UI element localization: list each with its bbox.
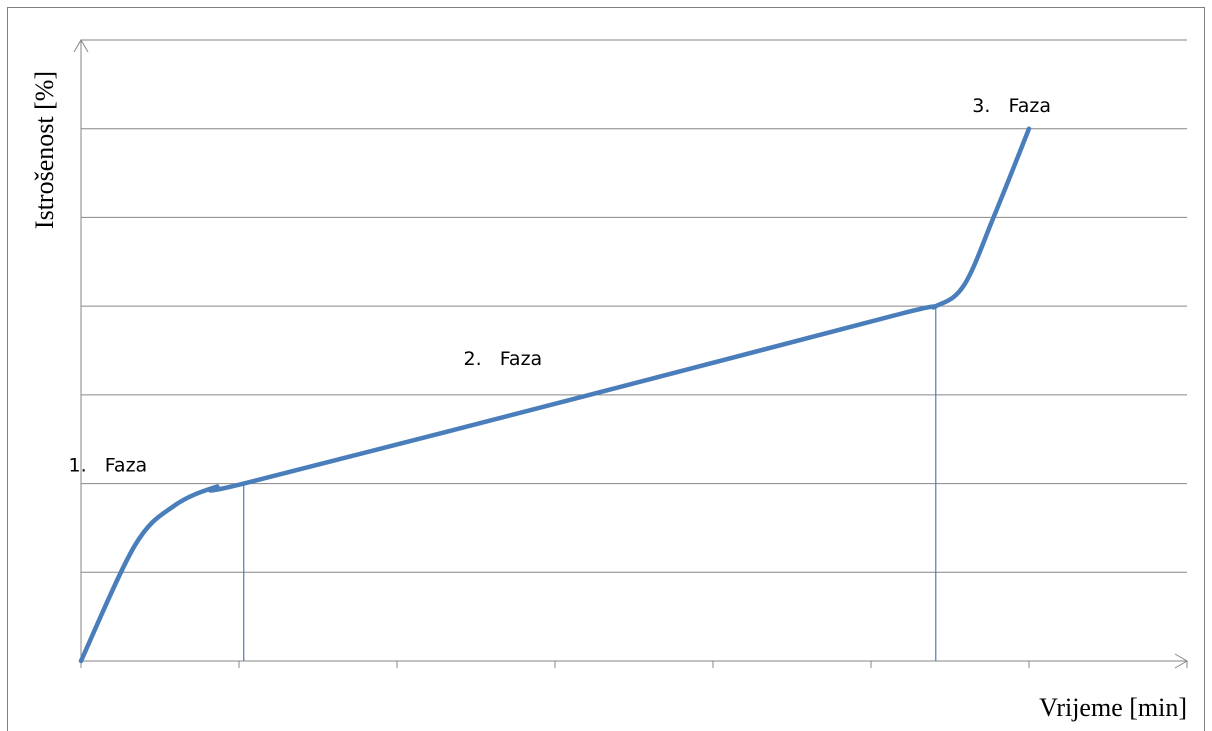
phase-label: 1. Faza xyxy=(69,454,148,476)
phase-label: 2. Faza xyxy=(464,348,543,370)
frame xyxy=(7,7,1205,731)
x-axis-title: Vrijeme [min] xyxy=(1039,693,1187,722)
x-axis xyxy=(81,653,1188,669)
y-axis-title: Istrošenost [%] xyxy=(30,71,59,229)
phase-label: 3. Faza xyxy=(972,95,1051,117)
data-line xyxy=(78,126,1032,664)
y-axis xyxy=(73,39,89,661)
